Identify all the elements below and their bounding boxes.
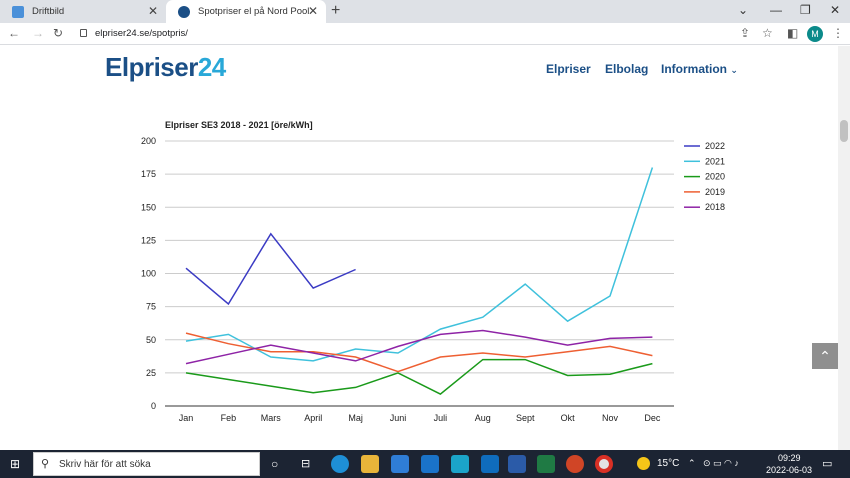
tab-driftbild[interactable]: Driftbild ✕ <box>0 0 166 23</box>
x-tick-label: Dec <box>644 413 661 423</box>
chart-title: Elpriser SE3 2018 - 2021 [öre/kWh] <box>165 120 313 130</box>
legend-label: 2021 <box>705 156 725 166</box>
tab-title: Driftbild <box>32 6 65 17</box>
window-close-icon[interactable]: ✕ <box>830 3 841 17</box>
series-line-2022 <box>185 232 356 306</box>
legend-label: 2018 <box>705 202 725 212</box>
windows-start-icon[interactable]: ⊞ <box>10 457 21 471</box>
mail-icon[interactable] <box>421 455 439 473</box>
x-tick-label: Sept <box>516 413 535 423</box>
x-tick-label: Jan <box>179 413 194 423</box>
y-tick-label: 75 <box>146 302 156 312</box>
y-tick-label: 150 <box>141 202 156 212</box>
menu-dots-icon[interactable]: ⋮ <box>832 26 844 40</box>
minimize-icon[interactable]: — <box>770 3 782 17</box>
y-tick-label: 25 <box>146 368 156 378</box>
tab-spotpriser[interactable]: Spotpriser el på Nord Pool [2022 ✕ <box>166 0 326 23</box>
temperature[interactable]: 15°C <box>657 458 680 469</box>
excel-icon[interactable] <box>537 455 555 473</box>
back-icon[interactable]: ← <box>8 26 20 40</box>
sun-icon <box>637 457 650 470</box>
nav-elbolag[interactable]: Elbolag <box>605 62 649 76</box>
site-favicon-icon <box>178 5 190 18</box>
search-placeholder: Skriv här för att söka <box>59 459 151 470</box>
scrollbar[interactable] <box>838 46 850 450</box>
price-chart: Elpriser SE3 2018 - 2021 [öre/kWh] 0 25 50 7… <box>141 120 725 423</box>
legend-label: 2022 <box>705 141 725 151</box>
x-tick-label: Juni <box>390 413 407 423</box>
clock-time[interactable]: 09:29 <box>778 453 801 463</box>
new-tab-icon[interactable]: + <box>331 2 341 19</box>
powerpoint-icon[interactable] <box>566 455 584 473</box>
reload-icon[interactable]: ↻ <box>53 26 64 40</box>
site-logo[interactable]: Elpriser24 <box>105 52 226 82</box>
x-tick-label: April <box>304 413 322 423</box>
web-page: Elpriser24 Elpriser Elbolag Information … <box>0 46 850 450</box>
x-tick-label: Maj <box>348 413 363 423</box>
scroll-to-top-button[interactable]: ⌃ <box>812 343 838 369</box>
l-app-icon[interactable] <box>451 455 469 473</box>
outlook-icon[interactable] <box>481 455 499 473</box>
legend-label: 2020 <box>705 172 725 182</box>
series-line-2019 <box>185 332 653 373</box>
series-line-2018 <box>185 329 653 365</box>
y-tick-label: 0 <box>151 401 156 411</box>
x-tick-label: Juli <box>434 413 448 423</box>
edge-icon[interactable] <box>331 455 349 473</box>
nav-elpriser[interactable]: Elpriser <box>546 62 591 76</box>
y-tick-label: 125 <box>141 235 156 245</box>
chrome-icon[interactable] <box>595 455 613 473</box>
chevron-down-icon: ⌄ <box>730 65 738 75</box>
share-icon[interactable]: ⇪ <box>740 26 751 40</box>
series-line-2020 <box>185 358 653 395</box>
y-tick-label: 175 <box>141 169 156 179</box>
x-tick-label: Okt <box>561 413 576 423</box>
chevron-up-icon[interactable]: ⌃ <box>688 458 696 468</box>
y-tick-label: 200 <box>141 136 156 146</box>
chevron-down-icon[interactable]: ⌄ <box>738 3 749 17</box>
widgets-icon[interactable]: ⊟ <box>301 458 311 470</box>
close-icon[interactable]: ✕ <box>147 4 158 18</box>
windows-taskbar: ⊞ ⚲ Skriv här för att söka ○ ⊟ 15°C ⌃ ⊙ … <box>0 450 850 478</box>
scrollbar-thumb[interactable] <box>840 120 848 142</box>
grid-icon <box>12 5 24 18</box>
legend-label: 2019 <box>705 187 725 197</box>
y-tick-label: 100 <box>141 269 156 279</box>
nav-information[interactable]: Information ⌄ <box>661 62 738 76</box>
word-icon[interactable] <box>508 455 526 473</box>
x-tick-label: Feb <box>221 413 237 423</box>
x-tick-label: Nov <box>602 413 619 423</box>
browser-tab-strip: Driftbild ✕ Spotpriser el på Nord Pool [… <box>0 0 850 23</box>
notifications-icon[interactable]: ▭ <box>822 458 833 470</box>
profile-avatar[interactable]: M <box>807 26 823 42</box>
address-bar[interactable]: elpriser24.se/spotpris/ <box>95 28 188 39</box>
tab-title: Spotpriser el på Nord Pool [2022 <box>198 6 310 17</box>
search-icon: ⚲ <box>41 458 50 470</box>
bookmark-star-icon[interactable]: ☆ <box>762 26 773 40</box>
taskbar-search[interactable]: ⚲ Skriv här för att söka <box>33 452 260 476</box>
close-icon[interactable]: ✕ <box>307 4 318 18</box>
restore-icon[interactable]: ❐ <box>800 3 811 17</box>
y-tick-label: 50 <box>146 335 156 345</box>
file-explorer-icon[interactable] <box>361 455 379 473</box>
x-tick-label: Mars <box>261 413 281 423</box>
forward-icon[interactable]: → <box>32 26 44 40</box>
task-view-icon[interactable]: ○ <box>271 457 279 471</box>
x-tick-label: Aug <box>475 413 491 423</box>
lock-icon <box>80 29 87 37</box>
tray-icons[interactable]: ⊙ ▭ ◠ ♪ <box>703 458 739 468</box>
side-panel-icon[interactable]: ◧ <box>787 26 799 40</box>
series-line-2021 <box>185 167 654 362</box>
browser-toolbar: ← → ↻ elpriser24.se/spotpris/ ⇪ ☆ ◧ M ⋮ <box>0 23 850 45</box>
store-icon[interactable] <box>391 455 409 473</box>
clock-date[interactable]: 2022-06-03 <box>766 465 813 475</box>
